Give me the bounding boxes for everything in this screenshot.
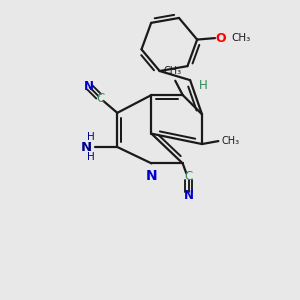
Text: H: H [87,132,94,142]
Text: CH₃: CH₃ [221,136,239,146]
Text: C: C [97,92,105,105]
Text: N: N [83,80,94,93]
Text: CH₃: CH₃ [163,66,182,76]
Text: H: H [87,152,94,162]
Text: C: C [184,170,193,183]
Text: H: H [198,79,207,92]
Text: CH₃: CH₃ [231,33,250,43]
Text: O: O [216,32,226,45]
Text: N: N [81,140,92,154]
Text: N: N [184,189,194,202]
Text: N: N [146,169,157,183]
